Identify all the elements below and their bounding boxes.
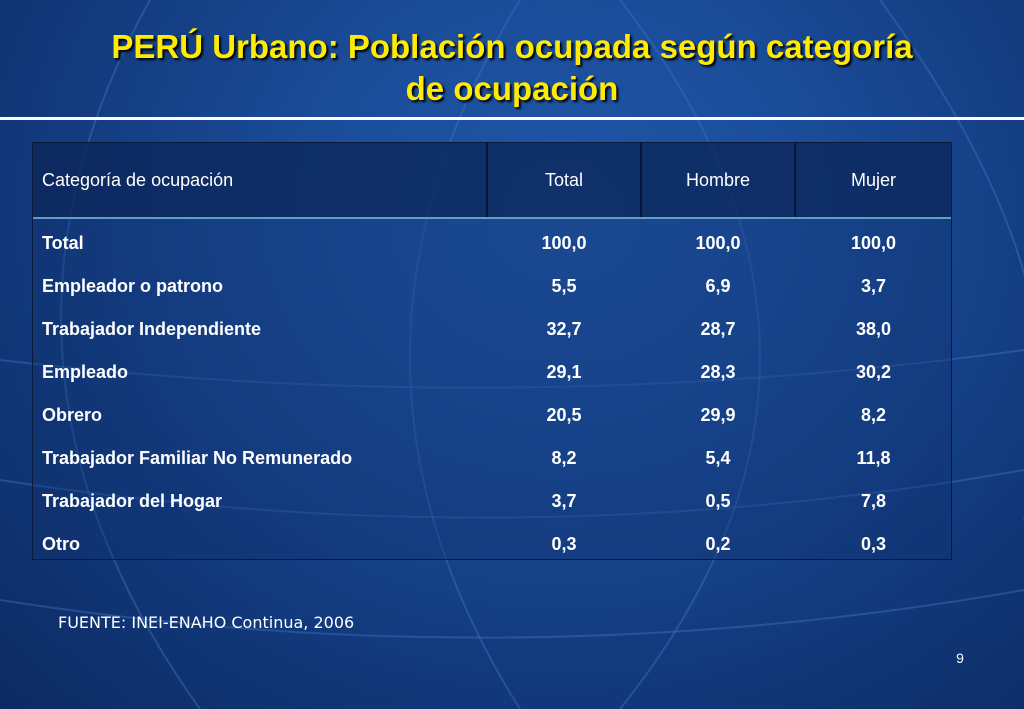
row-mujer: 0,3 bbox=[860, 534, 887, 554]
table-row: Total 100,0 100,0 100,0 bbox=[33, 222, 951, 265]
row-total: 0,3 bbox=[551, 534, 577, 554]
table-row: Empleador o patrono 5,5 6,9 3,7 bbox=[33, 265, 951, 308]
row-total: 3,7 bbox=[551, 491, 577, 511]
row-total: 100,0 bbox=[541, 233, 587, 253]
row-hombre: 0,5 bbox=[705, 491, 731, 511]
row-hombre: 5,4 bbox=[705, 448, 731, 468]
header-mujer: Mujer bbox=[850, 170, 896, 190]
source-note: FUENTE: INEI-ENAHO Continua, 2006 bbox=[58, 613, 355, 632]
row-hombre: 100,0 bbox=[695, 233, 741, 253]
row-total: 20,5 bbox=[546, 405, 582, 425]
row-total: 5,5 bbox=[551, 276, 577, 296]
header-hombre: Hombre bbox=[685, 170, 751, 190]
header-divider bbox=[794, 143, 796, 217]
row-hombre: 28,3 bbox=[700, 362, 736, 382]
row-category: Trabajador del Hogar bbox=[42, 491, 223, 511]
table-row: Trabajador Familiar No Remunerado 8,2 5,… bbox=[33, 437, 951, 480]
occupation-table: Categoría de ocupación Total Hombre Muje… bbox=[32, 142, 952, 560]
table-row: Trabajador Independiente 32,7 28,7 38,0 bbox=[33, 308, 951, 351]
row-mujer: 7,8 bbox=[860, 491, 887, 511]
row-total: 29,1 bbox=[546, 362, 582, 382]
table-row: Otro 0,3 0,2 0,3 bbox=[33, 523, 951, 566]
row-hombre: 29,9 bbox=[700, 405, 736, 425]
row-mujer: 100,0 bbox=[850, 233, 897, 253]
row-mujer: 38,0 bbox=[855, 319, 892, 339]
row-category: Otro bbox=[42, 534, 80, 554]
row-mujer: 3,7 bbox=[860, 276, 887, 296]
table-row: Obrero 20,5 29,9 8,2 bbox=[33, 394, 951, 437]
header-divider bbox=[486, 143, 488, 217]
row-hombre: 28,7 bbox=[700, 319, 736, 339]
row-mujer: 11,8 bbox=[856, 448, 891, 468]
table-row: Trabajador del Hogar 3,7 0,5 7,8 bbox=[33, 480, 951, 523]
slide-title-line-1: PERÚ Urbano: Población ocupada según cat… bbox=[111, 28, 913, 65]
row-total: 8,2 bbox=[551, 448, 577, 468]
row-mujer: 8,2 bbox=[860, 405, 887, 425]
row-category: Empleador o patrono bbox=[42, 276, 224, 296]
header-divider bbox=[640, 143, 642, 217]
table-row: Empleado 29,1 28,3 30,2 bbox=[33, 351, 951, 394]
row-category: Trabajador Independiente bbox=[42, 319, 262, 339]
slide-title-line-2: de ocupación bbox=[405, 70, 619, 107]
row-hombre: 6,9 bbox=[705, 276, 731, 296]
slide-title: PERÚ Urbano: Población ocupada según cat… bbox=[0, 26, 1024, 110]
row-category: Trabajador Familiar No Remunerado bbox=[42, 448, 353, 468]
title-divider bbox=[0, 117, 1024, 120]
table-header-row: Categoría de ocupación Total Hombre Muje… bbox=[33, 143, 951, 219]
row-category: Total bbox=[42, 233, 84, 253]
row-total: 32,7 bbox=[546, 319, 582, 339]
header-category: Categoría de ocupación bbox=[42, 170, 234, 190]
page-number: 9 bbox=[956, 650, 964, 666]
row-category: Obrero bbox=[42, 405, 103, 425]
header-total: Total bbox=[544, 170, 584, 190]
row-hombre: 0,2 bbox=[705, 534, 731, 554]
row-category: Empleado bbox=[42, 362, 129, 382]
row-mujer: 30,2 bbox=[855, 362, 892, 382]
